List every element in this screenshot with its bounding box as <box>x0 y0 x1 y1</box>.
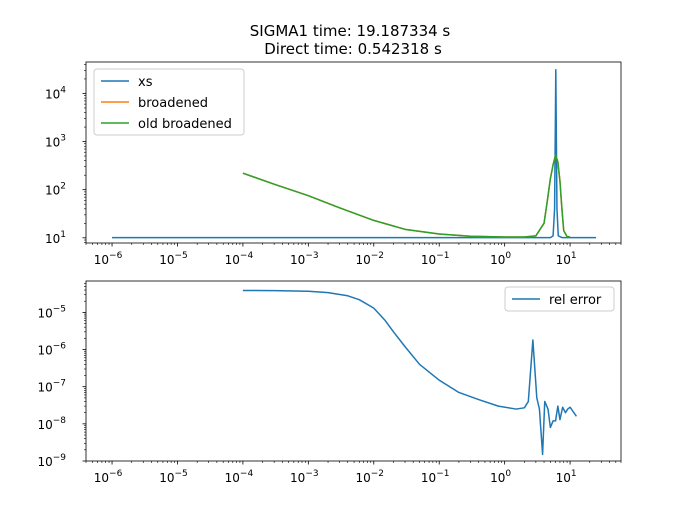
y-tick-label: 102 <box>45 182 66 198</box>
y-tick-label: 103 <box>45 134 66 150</box>
legend-box <box>504 286 615 312</box>
y-tick-label: 10−8 <box>37 416 66 432</box>
legend-label: broadened <box>138 96 208 111</box>
y-tick-label: 10−7 <box>37 379 66 395</box>
x-tick-exponent: −3 <box>305 469 318 479</box>
y-tick-exponent: −6 <box>53 342 67 352</box>
x-tick-label: 10−5 <box>159 469 188 485</box>
figure-title-line2: Direct time: 0.542318 s <box>264 40 442 58</box>
axes-frame <box>85 61 622 244</box>
x-tick-label: 10−3 <box>290 469 319 485</box>
x-tick-label: 101 <box>556 251 577 267</box>
x-tick-label: 10−3 <box>290 251 319 267</box>
x-tick-exponent: −2 <box>371 251 384 261</box>
top-axes-xs-broadened: 10−6 10−5 10−4 10−3 10−2 10−1 100 1011011021031… <box>45 61 622 267</box>
x-tick-label: 100 <box>490 251 511 267</box>
x-tick-label: 101 <box>556 469 577 485</box>
y-tick-label: 101 <box>45 230 66 246</box>
x-tick-exponent: 0 <box>505 469 511 479</box>
x-tick-label: 10−5 <box>159 251 188 267</box>
x-tick-label: 10−6 <box>94 469 123 485</box>
x-tick-exponent: −4 <box>240 251 254 261</box>
x-tick-exponent: −1 <box>436 251 449 261</box>
x-tick-exponent: −3 <box>305 251 318 261</box>
x-tick-exponent: −5 <box>174 251 187 261</box>
x-tick-exponent: −6 <box>109 251 123 261</box>
y-tick-label: 104 <box>45 85 66 101</box>
y-tick-exponent: 1 <box>60 230 66 240</box>
y-tick-exponent: 3 <box>60 134 66 144</box>
x-tick-exponent: 1 <box>571 469 577 479</box>
x-tick-exponent: 1 <box>571 251 577 261</box>
y-tick-label: 10−5 <box>37 304 66 320</box>
x-tick-label: 10−2 <box>355 251 384 267</box>
x-tick-exponent: −1 <box>436 469 449 479</box>
series-line-broadened <box>242 154 571 238</box>
x-tick-label: 10−2 <box>355 469 384 485</box>
legend: rel error <box>504 286 615 312</box>
y-tick-label: 10−9 <box>37 453 66 469</box>
y-tick-exponent: 4 <box>60 85 66 95</box>
x-tick-exponent: −2 <box>371 469 384 479</box>
x-tick-label: 10−4 <box>225 469 254 485</box>
x-tick-label: 100 <box>490 469 511 485</box>
x-tick-label: 10−1 <box>421 469 450 485</box>
y-tick-exponent: −5 <box>53 304 66 314</box>
legend-box <box>93 68 245 136</box>
y-tick-exponent: −7 <box>53 379 66 389</box>
series-line-xs <box>112 69 597 239</box>
legend-label: rel error <box>549 293 602 308</box>
y-tick-label: 10−6 <box>37 342 66 358</box>
x-tick-exponent: 0 <box>505 251 511 261</box>
y-tick-exponent: 2 <box>60 182 66 192</box>
x-tick-exponent: −5 <box>174 469 187 479</box>
x-tick-exponent: −4 <box>240 469 254 479</box>
series-line-old-broadened <box>242 154 571 238</box>
series-line-rel-error <box>242 289 578 456</box>
figure-title-line1: SIGMA1 time: 19.187334 s <box>250 22 451 40</box>
bottom-axes-rel-error: 10−6 10−5 10−4 10−3 10−2 10−1 100 10110−910−810… <box>37 280 622 485</box>
legend-label: xs <box>138 75 153 90</box>
legend-label: old broadened <box>138 117 232 132</box>
x-tick-exponent: −6 <box>109 469 123 479</box>
legend: xs broadened old broadened <box>93 68 245 136</box>
y-tick-exponent: −9 <box>53 453 67 463</box>
y-tick-exponent: −8 <box>53 416 67 426</box>
x-tick-label: 10−6 <box>94 251 123 267</box>
x-tick-label: 10−1 <box>421 251 450 267</box>
axes-frame <box>85 280 622 462</box>
x-tick-label: 10−4 <box>225 251 254 267</box>
